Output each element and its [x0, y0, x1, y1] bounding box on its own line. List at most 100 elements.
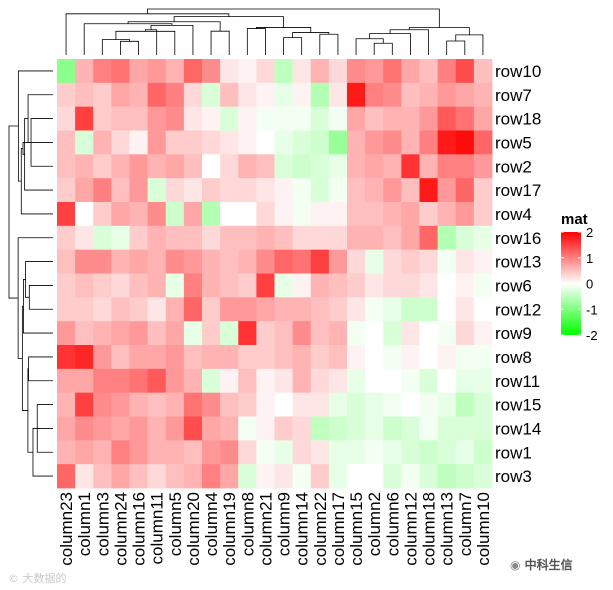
heatmap-cell: [383, 273, 402, 298]
heatmap-cell: [147, 59, 167, 84]
heatmap-cell: [292, 368, 312, 394]
heatmap-cell: [274, 392, 294, 417]
heatmap-cell: [437, 321, 457, 346]
row-label: row1: [495, 443, 532, 462]
column-label: column16: [130, 492, 149, 566]
heatmap-cell: [437, 130, 457, 155]
heatmap-cell: [93, 178, 112, 203]
heatmap-cell: [401, 82, 420, 108]
heatmap-cell: [75, 154, 94, 179]
heatmap-cell: [419, 345, 439, 370]
heatmap-cell: [183, 249, 203, 274]
heatmap-cell: [292, 202, 312, 227]
heatmap-cell: [473, 392, 493, 417]
heatmap-cell: [93, 154, 112, 179]
heatmap-cell: [93, 345, 112, 370]
row-label: row6: [495, 276, 532, 295]
heatmap-cell: [256, 154, 275, 179]
heatmap-cell: [256, 297, 275, 322]
heatmap-cell: [310, 59, 330, 84]
heatmap-cell: [347, 321, 366, 346]
heatmap-cell: [93, 392, 112, 417]
heatmap-cell: [292, 178, 312, 203]
heatmap-cell: [328, 202, 348, 227]
column-dendrogram: [65, 8, 484, 55]
column-label: column19: [220, 492, 239, 566]
heatmap-cell: [419, 178, 439, 203]
heatmap-cell: [310, 225, 330, 251]
heatmap-cell: [347, 82, 366, 108]
heatmap-cell: [310, 345, 330, 370]
heatmap-cell: [256, 321, 275, 346]
heatmap-cell: [274, 154, 294, 179]
heatmap-cell: [292, 82, 312, 108]
heatmap-cell: [202, 202, 221, 227]
heatmap-cell: [437, 440, 457, 465]
dendrogram-branch: [369, 33, 411, 55]
heatmap-cell: [202, 106, 221, 131]
heatmap-cell: [202, 297, 221, 322]
heatmap-cell: [57, 154, 76, 179]
column-label: column3: [93, 492, 112, 556]
heatmap-cell: [75, 130, 94, 155]
heatmap-cell: [473, 59, 493, 84]
heatmap-cell: [165, 59, 185, 84]
heatmap-cell: [220, 202, 239, 227]
heatmap-cell: [183, 440, 203, 465]
heatmap-cell: [93, 416, 112, 441]
heatmap-cell: [238, 225, 257, 251]
heatmap-cell: [419, 464, 439, 489]
heatmap-cell: [328, 368, 348, 394]
column-label: column24: [111, 492, 130, 566]
heatmap-cell: [147, 464, 167, 489]
heatmap-cells: [57, 59, 493, 489]
heatmap-cell: [383, 178, 402, 203]
heatmap-cell: [220, 345, 239, 370]
heatmap-cell: [437, 82, 457, 108]
heatmap-cell: [57, 440, 76, 465]
heatmap-cell: [238, 178, 257, 203]
heatmap-cell: [274, 202, 294, 227]
heatmap-cell: [165, 178, 185, 203]
heatmap-cell: [328, 464, 348, 489]
heatmap-cell: [147, 82, 167, 108]
heatmap-cell: [183, 416, 203, 441]
heatmap-cell: [437, 297, 457, 322]
heatmap-cell: [365, 297, 384, 322]
dendrogram-branch: [147, 8, 440, 28]
heatmap-cell: [238, 59, 257, 84]
heatmap-cell: [57, 464, 76, 489]
heatmap-cell: [274, 297, 294, 322]
heatmap-cell: [419, 225, 439, 251]
heatmap-cell: [238, 297, 257, 322]
heatmap-cell: [274, 368, 294, 394]
heatmap-cell: [310, 154, 330, 179]
heatmap-cell: [111, 273, 130, 298]
heatmap-cell: [75, 249, 94, 274]
heatmap-cell: [274, 416, 294, 441]
heatmap-cell: [220, 297, 239, 322]
heatmap-cell: [347, 297, 366, 322]
heatmap-cell: [419, 273, 439, 298]
dendrogram-branch: [83, 23, 173, 55]
heatmap-cell: [274, 59, 294, 84]
heatmap-cell: [310, 321, 330, 346]
heatmap-cell: [401, 130, 420, 155]
dendrogram-branch: [373, 42, 393, 55]
heatmap-cell: [202, 249, 221, 274]
dendrogram-branch: [173, 16, 284, 28]
heatmap-cell: [419, 202, 439, 227]
heatmap-cell: [292, 59, 312, 84]
heatmap-cell: [129, 392, 149, 417]
dendrogram-branch: [389, 29, 429, 55]
column-label: column4: [202, 492, 221, 556]
heatmap-cell: [165, 345, 185, 370]
heatmap-cell: [111, 464, 130, 489]
heatmap-cell: [75, 273, 94, 298]
dendrogram-branch: [28, 285, 53, 310]
heatmap-cell: [310, 392, 330, 417]
row-label: row15: [495, 396, 541, 415]
heatmap-cell: [165, 440, 185, 465]
heatmap-cell: [183, 178, 203, 203]
